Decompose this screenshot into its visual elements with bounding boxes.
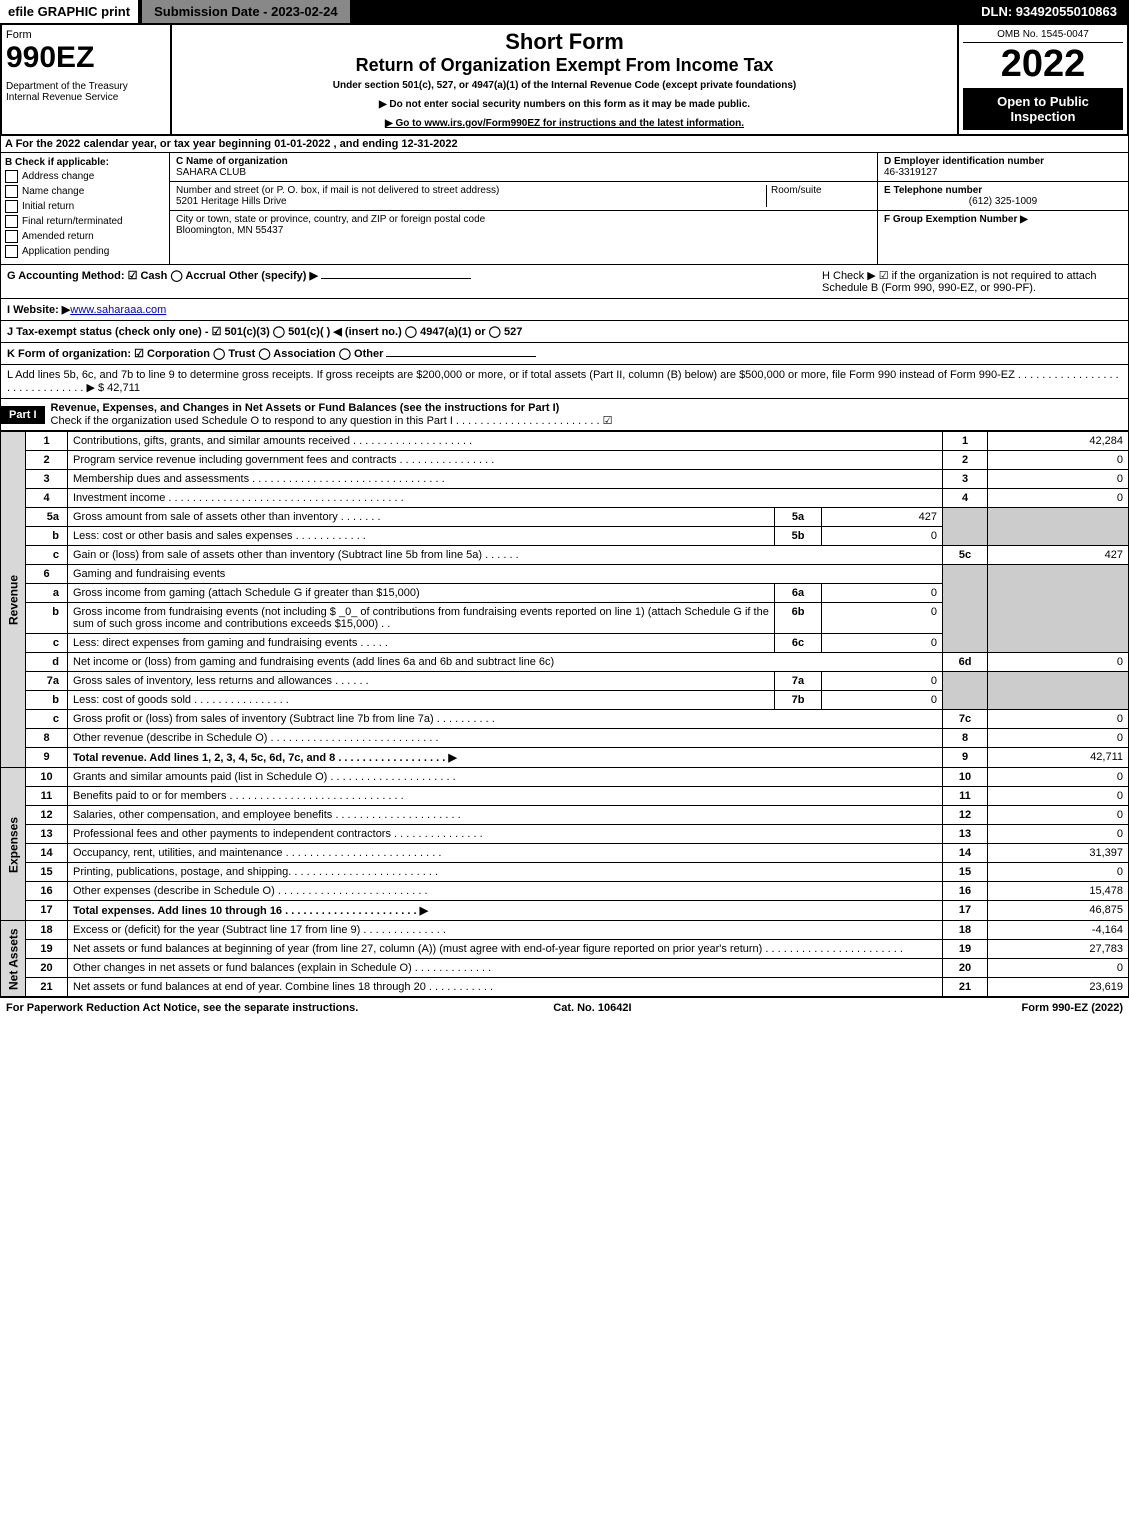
section-i: I Website: ▶www.saharaaa.com — [0, 299, 1129, 321]
vlabel-revenue: Revenue — [1, 432, 26, 768]
vlabel-netassets: Net Assets — [1, 921, 26, 997]
efile-label[interactable]: efile GRAPHIC print — [0, 0, 138, 23]
org-name: SAHARA CLUB — [176, 167, 246, 178]
section-d: D Employer identification number46-33191… — [877, 153, 1128, 264]
chk-initial-return[interactable] — [5, 200, 18, 213]
section-h: H Check ▶ ☑ if the organization is not r… — [822, 269, 1122, 294]
chk-application-pending[interactable] — [5, 245, 18, 258]
instruction-link[interactable]: ▶ Go to www.irs.gov/Form990EZ for instru… — [176, 118, 953, 129]
section-j: J Tax-exempt status (check only one) - ☑… — [0, 321, 1129, 343]
chk-amended-return[interactable] — [5, 230, 18, 243]
footer: For Paperwork Reduction Act Notice, see … — [0, 997, 1129, 1018]
inspection-label: Open to Public Inspection — [963, 88, 1123, 130]
omb-number: OMB No. 1545-0047 — [963, 29, 1123, 43]
vlabel-expenses: Expenses — [1, 768, 26, 921]
chk-address-change[interactable] — [5, 170, 18, 183]
lines-table: Revenue 1Contributions, gifts, grants, a… — [0, 431, 1129, 997]
website-link[interactable]: www.saharaaa.com — [70, 304, 166, 316]
section-k: K Form of organization: ☑ Corporation ◯ … — [0, 343, 1129, 365]
part-tag: Part I — [1, 406, 45, 424]
accounting-method: G Accounting Method: ☑ Cash ◯ Accrual Ot… — [7, 270, 318, 282]
gross-receipts: 42,711 — [107, 382, 140, 394]
line-1-amt: 42,284 — [988, 432, 1129, 451]
c-city-label: City or town, state or province, country… — [176, 214, 485, 225]
chk-final-return[interactable] — [5, 215, 18, 228]
subtitle-section: Under section 501(c), 527, or 4947(a)(1)… — [176, 80, 953, 91]
org-street: 5201 Heritage Hills Drive — [176, 196, 287, 207]
form-number: 990EZ — [6, 41, 166, 75]
org-city: Bloomington, MN 55437 — [176, 225, 283, 236]
line-1-desc: Contributions, gifts, grants, and simila… — [68, 432, 943, 451]
title-short-form: Short Form — [176, 29, 953, 55]
part-title: Revenue, Expenses, and Changes in Net As… — [51, 402, 560, 414]
c-name-label: C Name of organization — [176, 156, 288, 167]
section-l: L Add lines 5b, 6c, and 7b to line 9 to … — [0, 365, 1129, 399]
telephone: (612) 325-1009 — [884, 196, 1122, 207]
title-main: Return of Organization Exempt From Incom… — [176, 55, 953, 76]
tel-label: E Telephone number — [884, 185, 982, 196]
submission-date: Submission Date - 2023-02-24 — [142, 0, 350, 23]
footer-cat: Cat. No. 10642I — [553, 1002, 631, 1014]
form-top: Form 990EZ Department of the Treasury In… — [0, 23, 1129, 136]
part-subtitle: Check if the organization used Schedule … — [51, 415, 613, 427]
page-header: efile GRAPHIC print Submission Date - 20… — [0, 0, 1129, 23]
part-i-header: Part I Revenue, Expenses, and Changes in… — [0, 399, 1129, 431]
c-room-label: Room/suite — [771, 185, 822, 196]
chk-name-change[interactable] — [5, 185, 18, 198]
ein-label: D Employer identification number — [884, 156, 1044, 167]
dln: DLN: 93492055010863 — [969, 0, 1129, 23]
section-a: A For the 2022 calendar year, or tax yea… — [0, 136, 1129, 153]
footer-left: For Paperwork Reduction Act Notice, see … — [6, 1002, 358, 1014]
dept-label: Department of the Treasury Internal Reve… — [6, 81, 166, 103]
top-right: OMB No. 1545-0047 2022 Open to Public In… — [957, 25, 1127, 134]
b-title: B Check if applicable: — [5, 157, 109, 168]
section-c: C Name of organizationSAHARA CLUB Number… — [170, 153, 877, 264]
c-street-label: Number and street (or P. O. box, if mail… — [176, 185, 499, 196]
tax-year: 2022 — [963, 43, 1123, 86]
form-label: Form — [6, 29, 166, 41]
section-bcd: B Check if applicable: Address change Na… — [0, 153, 1129, 265]
section-gh: G Accounting Method: ☑ Cash ◯ Accrual Ot… — [0, 265, 1129, 299]
footer-right: Form 990-EZ (2022) — [1022, 1002, 1123, 1014]
ein: 46-3319127 — [884, 167, 937, 178]
group-exemption-label: F Group Exemption Number ▶ — [884, 214, 1028, 225]
section-b: B Check if applicable: Address change Na… — [1, 153, 170, 264]
instruction-ssn: ▶ Do not enter social security numbers o… — [176, 99, 953, 110]
top-left: Form 990EZ Department of the Treasury In… — [2, 25, 172, 134]
top-center: Short Form Return of Organization Exempt… — [172, 25, 957, 134]
